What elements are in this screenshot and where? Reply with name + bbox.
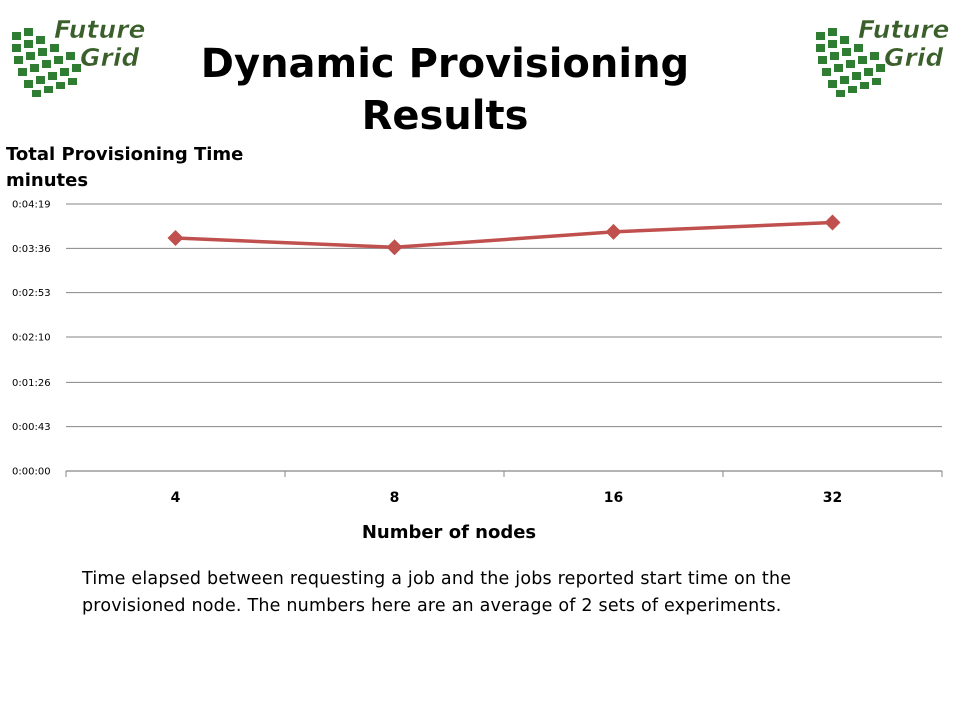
data-point-marker bbox=[824, 214, 841, 231]
y-tick-label: 0:00:00 bbox=[12, 467, 51, 478]
y-tick-label: 0:03:36 bbox=[12, 244, 51, 255]
grid-mesh-icon bbox=[816, 28, 885, 97]
y-tick-label: 0:04:19 bbox=[12, 200, 51, 211]
future-grid-logo-left: Future Grid bbox=[12, 15, 146, 97]
y-axis-title-line2: minutes bbox=[6, 170, 89, 191]
series-line bbox=[167, 214, 841, 256]
y-axis-title-line1: Total Provisioning Time bbox=[6, 144, 244, 165]
provisioning-time-chart: 0:00:00 0:00:43 0:01:26 0:02:10 0:02:53 0:03:… bbox=[12, 200, 943, 543]
x-tick-label: 8 bbox=[390, 490, 400, 506]
grid-mesh-icon bbox=[12, 28, 81, 97]
data-point-marker bbox=[386, 239, 403, 256]
y-tick-label: 0:02:53 bbox=[12, 288, 51, 299]
x-tick-label: 16 bbox=[604, 490, 623, 506]
x-tick-label: 4 bbox=[171, 490, 181, 506]
gridlines bbox=[66, 203, 942, 428]
y-tick-label: 0:00:43 bbox=[12, 422, 51, 433]
logo-word-grid: Grid bbox=[884, 43, 944, 72]
x-tick-label: 32 bbox=[823, 490, 842, 506]
slide-title: Dynamic Provisioning Results bbox=[190, 38, 700, 142]
y-tick-label: 0:01:26 bbox=[12, 378, 51, 389]
caption-text: Time elapsed between requesting a job an… bbox=[82, 569, 792, 616]
logo-word-future: Future bbox=[54, 15, 146, 44]
logo-word-grid: Grid bbox=[80, 43, 140, 72]
slide-title-line2: Results bbox=[361, 93, 529, 139]
series-path bbox=[175, 220, 833, 250]
future-grid-logo-right: Future Grid bbox=[816, 15, 950, 97]
x-tick-labels: 4 8 16 32 bbox=[171, 490, 843, 506]
y-tick-labels: 0:00:00 0:00:43 0:01:26 0:02:10 0:02:53 0:03:… bbox=[12, 200, 51, 478]
logo-word-future: Future bbox=[858, 15, 950, 44]
x-axis bbox=[65, 470, 943, 477]
data-point-marker bbox=[605, 223, 622, 240]
y-tick-label: 0:02:10 bbox=[12, 332, 51, 343]
y-axis-title: Total Provisioning Time minutes bbox=[6, 142, 266, 194]
slide-title-line1: Dynamic Provisioning bbox=[200, 41, 690, 87]
data-point-marker bbox=[167, 230, 184, 247]
x-axis-title: Number of nodes bbox=[362, 522, 536, 543]
